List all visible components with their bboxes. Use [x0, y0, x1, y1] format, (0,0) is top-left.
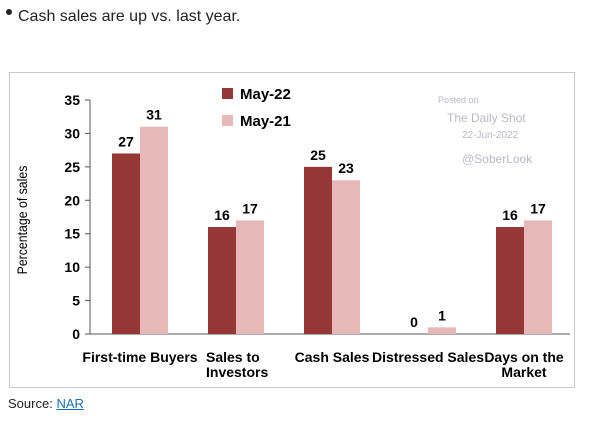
bar-May-22 [304, 166, 332, 334]
bullet-icon [6, 8, 12, 15]
data-label: 16 [214, 207, 230, 223]
source-line: Source: NAR [8, 396, 84, 411]
legend-swatch [222, 88, 233, 99]
category-label: Cash Sales [295, 349, 370, 365]
category-label: Sales to [206, 349, 260, 365]
source-label: Source: [8, 396, 53, 411]
bar-May-21 [524, 220, 552, 334]
headline-text: Cash sales are up vs. last year. [18, 8, 241, 25]
source-link[interactable]: NAR [56, 396, 84, 411]
bar-May-21 [428, 327, 456, 334]
bar-May-22 [112, 153, 140, 334]
data-label: 1 [438, 307, 446, 323]
category-label: Days on the [484, 349, 564, 365]
data-label: 16 [502, 207, 518, 223]
y-tick-label: 15 [64, 226, 80, 242]
data-label: 17 [530, 200, 546, 216]
y-tick-label: 30 [64, 125, 80, 141]
legend-swatch [222, 115, 233, 126]
category-label: Market [501, 364, 546, 380]
data-label: 31 [146, 107, 162, 123]
bar-May-21 [236, 220, 264, 334]
bar-May-22 [496, 227, 524, 334]
y-tick-label: 20 [64, 192, 80, 208]
watermark-handle: @SoberLook [462, 152, 533, 166]
y-tick-label: 25 [64, 159, 80, 175]
bar-May-21 [332, 180, 360, 334]
category-label: First-time Buyers [82, 349, 197, 365]
headline: Cash sales are up vs. last year. [6, 8, 240, 26]
chart-frame [9, 72, 575, 388]
legend-label: May-21 [240, 113, 291, 130]
watermark-posted-on: Posted on [438, 95, 479, 105]
data-label: 0 [410, 314, 418, 330]
data-label: 23 [338, 160, 354, 176]
watermark-site: The Daily Shot [447, 111, 526, 125]
data-label: 27 [118, 133, 134, 149]
y-axis-label: Percentage of sales [14, 165, 30, 274]
bar-May-22 [208, 227, 236, 334]
watermark-date: 22-Jun-2022 [462, 130, 519, 141]
y-tick-label: 5 [72, 293, 80, 309]
category-label: Distressed Sales [372, 349, 484, 365]
data-label: 25 [310, 147, 326, 163]
data-label: 17 [242, 200, 258, 216]
category-label: Investors [206, 364, 268, 380]
legend-label: May-22 [240, 86, 291, 103]
bar-May-21 [140, 126, 168, 334]
y-tick-label: 35 [64, 92, 80, 108]
y-tick-label: 0 [72, 326, 80, 342]
y-tick-label: 10 [64, 259, 80, 275]
